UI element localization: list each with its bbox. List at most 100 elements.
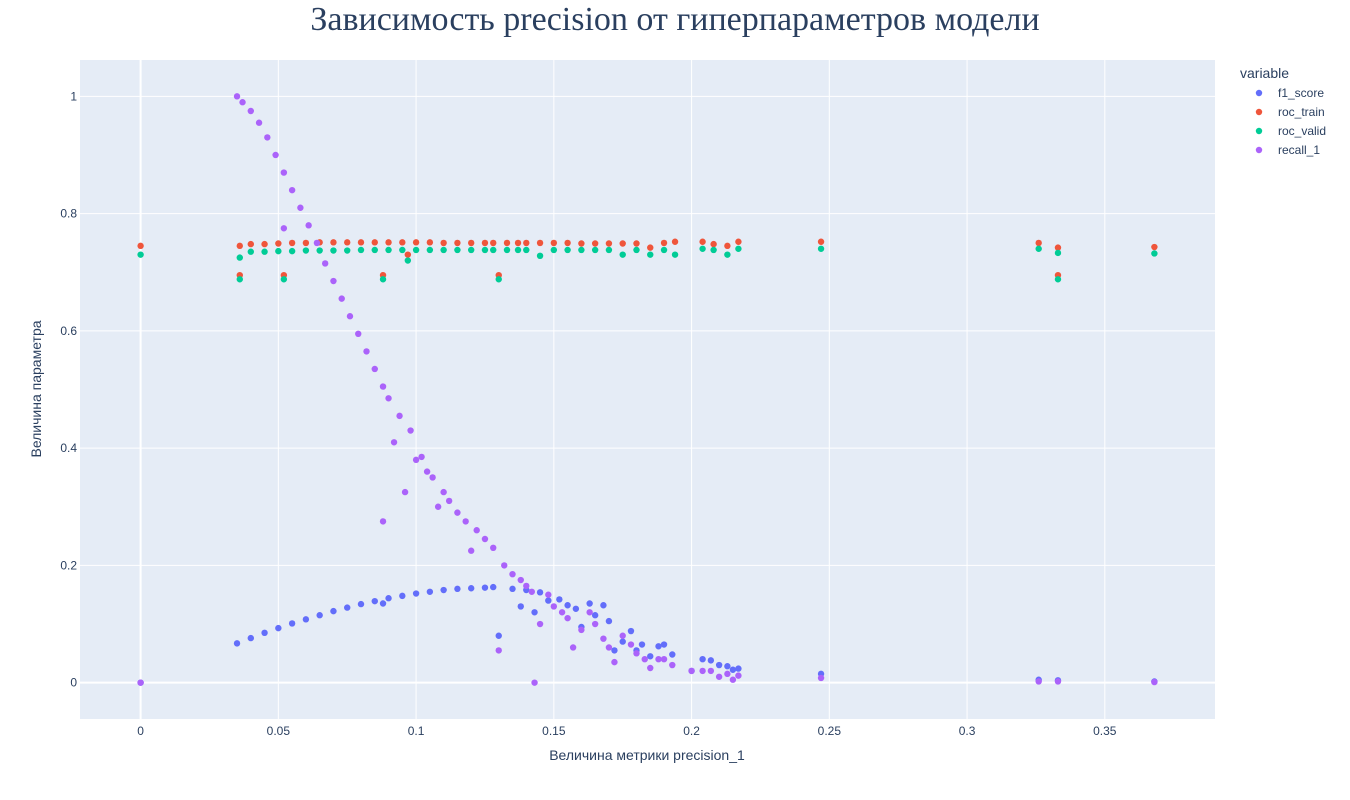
y-tick-label: 0.6: [60, 324, 77, 338]
data-point: [517, 603, 524, 610]
data-point: [660, 641, 668, 648]
data-point: [724, 663, 731, 670]
data-point: [611, 658, 618, 666]
data-point: [605, 617, 613, 625]
data-point: [344, 247, 351, 254]
data-point: [445, 497, 453, 505]
data-point: [495, 632, 502, 639]
x-axis-label: Величина метрики precision_1: [549, 747, 745, 763]
legend-label: recall_1: [1278, 143, 1320, 157]
data-point: [619, 251, 626, 258]
legend-label: roc_valid: [1278, 124, 1326, 138]
data-point: [619, 240, 626, 247]
data-point: [1151, 678, 1158, 686]
legend-label: roc_train: [1278, 105, 1325, 119]
data-point: [236, 242, 243, 250]
data-point: [434, 503, 442, 510]
data-point: [490, 239, 497, 247]
data-point: [558, 609, 566, 616]
data-point: [233, 93, 241, 100]
data-point: [264, 134, 271, 141]
data-point: [699, 245, 706, 252]
data-point: [1035, 239, 1042, 247]
data-point: [407, 427, 414, 434]
data-point: [669, 661, 676, 669]
data-point: [495, 276, 502, 283]
legend-item-f1-score[interactable]: f1_score: [1255, 86, 1325, 100]
data-point: [412, 246, 420, 254]
data-point: [440, 239, 447, 247]
data-point: [523, 239, 530, 247]
data-point: [404, 257, 412, 264]
data-point: [344, 239, 351, 246]
data-point: [817, 245, 825, 252]
data-point: [412, 590, 420, 597]
legend-item-roc-valid[interactable]: roc_valid: [1255, 124, 1326, 138]
data-point: [671, 238, 679, 245]
data-point: [503, 246, 511, 254]
data-point: [233, 640, 241, 647]
data-point: [379, 383, 387, 390]
data-point: [531, 609, 538, 616]
data-point: [401, 488, 409, 496]
data-point: [275, 247, 282, 255]
data-point: [545, 591, 552, 598]
data-point: [724, 670, 731, 678]
data-point: [490, 583, 497, 591]
data-point: [481, 239, 489, 247]
legend-marker-icon: [1255, 89, 1263, 97]
x-tick-label: 0.05: [267, 724, 291, 738]
data-point: [564, 246, 571, 254]
data-point: [330, 607, 337, 615]
data-point: [454, 585, 461, 593]
data-point: [236, 254, 243, 261]
x-tick-label: 0.15: [542, 724, 566, 738]
data-point: [619, 632, 626, 639]
data-point: [236, 276, 243, 283]
data-point: [261, 629, 268, 637]
data-point: [481, 584, 489, 591]
data-point: [429, 474, 436, 481]
data-point: [462, 518, 469, 525]
legend-item-recall-1[interactable]: recall_1: [1255, 143, 1321, 157]
data-point: [490, 246, 497, 254]
data-point: [137, 679, 144, 686]
data-point: [550, 246, 558, 254]
data-point: [385, 595, 392, 602]
data-point: [412, 239, 420, 246]
data-point: [379, 600, 387, 607]
data-point: [556, 596, 563, 603]
data-point: [611, 647, 618, 654]
data-point: [707, 657, 715, 664]
x-tick-label: 0.3: [959, 724, 976, 738]
data-point: [569, 644, 577, 651]
data-point: [418, 453, 425, 461]
data-point: [578, 246, 585, 254]
data-point: [605, 246, 613, 254]
data-point: [280, 276, 288, 283]
data-point: [404, 251, 412, 258]
data-point: [357, 246, 365, 254]
data-point: [379, 276, 387, 283]
data-point: [357, 600, 365, 608]
data-point: [660, 655, 668, 663]
data-point: [641, 655, 648, 663]
data-point: [490, 544, 497, 552]
data-point: [536, 239, 544, 247]
data-point: [1054, 244, 1062, 251]
data-point: [316, 612, 323, 619]
data-point: [1054, 249, 1062, 257]
data-point: [591, 620, 599, 628]
data-point: [724, 242, 731, 250]
legend-item-roc-train[interactable]: roc_train: [1255, 105, 1325, 119]
data-point: [647, 653, 654, 660]
data-point: [338, 295, 345, 302]
data-point: [707, 667, 715, 675]
data-point: [1054, 678, 1062, 685]
data-point: [481, 535, 489, 543]
data-point: [423, 468, 431, 475]
data-point: [523, 246, 530, 254]
data-point: [627, 641, 635, 648]
data-point: [239, 99, 246, 106]
data-point: [302, 239, 310, 247]
